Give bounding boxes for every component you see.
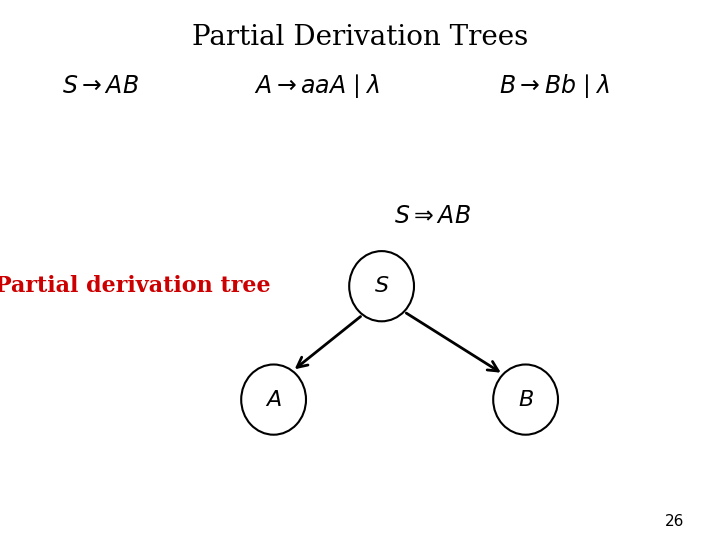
Text: Partial derivation tree: Partial derivation tree (0, 275, 271, 297)
Text: $S \rightarrow AB$: $S \rightarrow AB$ (63, 75, 139, 98)
Text: $A \rightarrow aaA\mid\lambda$: $A \rightarrow aaA\mid\lambda$ (253, 72, 380, 100)
Text: $B$: $B$ (518, 389, 534, 410)
Text: $S$: $S$ (374, 275, 390, 297)
Text: $A$: $A$ (265, 389, 282, 410)
Text: $S \Rightarrow AB$: $S \Rightarrow AB$ (394, 204, 470, 228)
Text: 26: 26 (665, 514, 684, 529)
Text: $B \rightarrow Bb\mid\lambda$: $B \rightarrow Bb\mid\lambda$ (499, 72, 610, 100)
Text: Partial Derivation Trees: Partial Derivation Trees (192, 24, 528, 51)
